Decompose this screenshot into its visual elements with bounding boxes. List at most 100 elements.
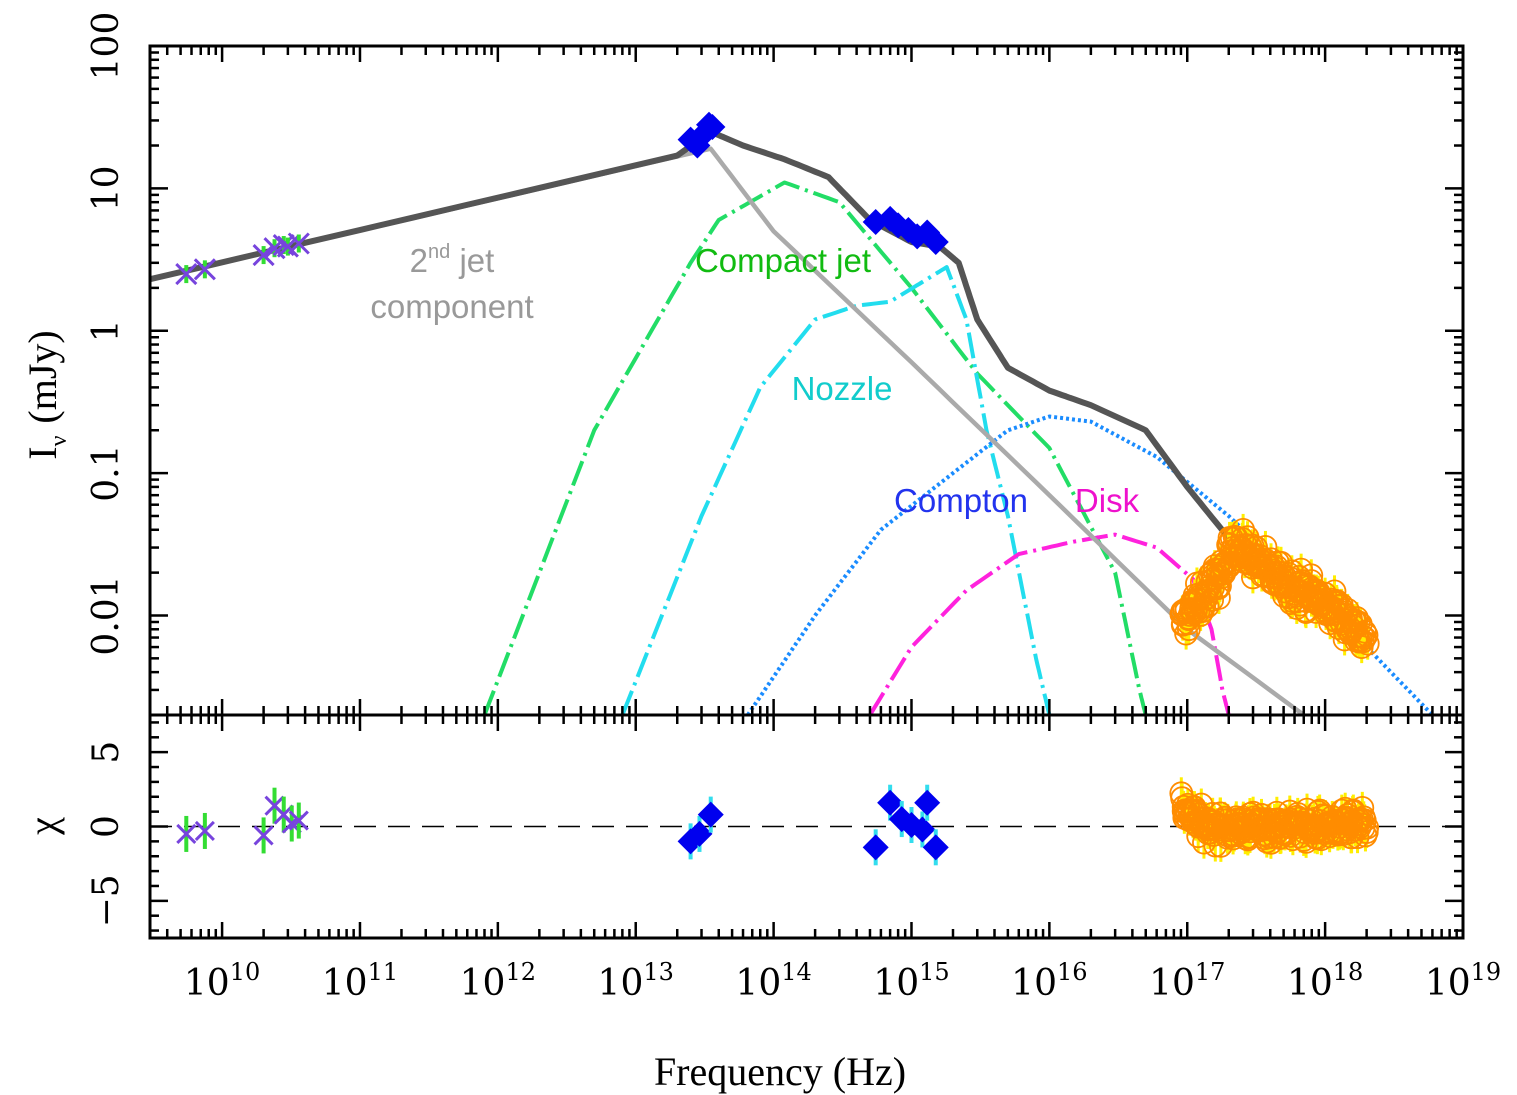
annotation-second-jet: 2nd jet: [410, 241, 495, 279]
chi-label: χ: [20, 817, 65, 836]
radio-data-point: [175, 263, 198, 286]
y-top-tick-label-group: 0.01: [86, 575, 127, 655]
y-top-tick-label: 0.01: [86, 575, 127, 655]
model-curve-compact-jet: [482, 180, 1148, 715]
radio-data-point: [287, 232, 310, 255]
y-top-tick-label-group: 100: [86, 12, 127, 81]
x-tick-label: 1011: [322, 958, 398, 1004]
optical-residual-point: [922, 834, 949, 861]
bottom-panel-plot-area: [150, 777, 1463, 866]
xray-residual-point: [1354, 820, 1379, 844]
annotation-nozzle: Nozzle: [792, 370, 893, 407]
x-tick-exponent: 17: [1195, 958, 1226, 986]
x-tick-label: 1016: [1011, 958, 1087, 1004]
model-curve-compton: [746, 414, 1434, 715]
x-tick-base: 10: [184, 963, 230, 1004]
y-axis-title-top: Iν (mJy): [20, 330, 72, 460]
optical-residual-point: [686, 820, 713, 847]
radio-residual-point: [194, 820, 215, 842]
xray-residual-group: [1169, 777, 1380, 862]
x-tick-exponent: 12: [505, 958, 536, 986]
x-tick-base: 10: [735, 963, 781, 1004]
y-label-top-unit: (mJy): [20, 330, 65, 423]
y-label-top-symbol: I: [20, 446, 65, 459]
optical-residual-point: [862, 834, 889, 861]
xray-data-point: [1206, 576, 1231, 601]
annotation-text: 2: [410, 242, 428, 279]
x-tick-label: 1010: [184, 958, 260, 1004]
radio-residual-point: [176, 823, 197, 844]
radio-data-point: [193, 258, 216, 281]
x-tick-base: 10: [1011, 963, 1057, 1004]
radio-residual-point: [288, 810, 309, 831]
model-curve-nozzle: [620, 265, 1052, 715]
optical-residual-point: [909, 816, 936, 843]
annotation-compton: Compton: [894, 482, 1028, 519]
model-curve-disk: [868, 532, 1231, 715]
x-tick-exponent: 10: [230, 958, 261, 986]
xray-residual-point: [1350, 795, 1375, 820]
annotation-compact: Compact jet: [695, 242, 871, 279]
x-tick-base: 10: [322, 963, 368, 1004]
y-bottom-tick-label-group: 5: [86, 741, 127, 764]
curve-annotations: 2nd jet component Compact jet Nozzle Compton…: [370, 241, 1139, 519]
y-top-tick-label: 10: [86, 165, 127, 211]
x-tick-base: 10: [1287, 963, 1333, 1004]
axes: 1010 1011 1012 1013 1014 1015 1016 1017 1018 1019…: [86, 12, 1501, 1004]
x-tick-exponent: 11: [368, 958, 399, 986]
x-tick-label: 1019: [1425, 958, 1501, 1004]
optical-residual-point: [697, 801, 724, 828]
x-tick-exponent: 18: [1333, 958, 1364, 986]
x-tick-label: 1012: [460, 958, 536, 1004]
model-curve-2nd-jet-component: [150, 146, 1306, 715]
y-top-tick-label: 0.1: [86, 444, 127, 501]
y-bottom-tick-label-group: 0: [86, 815, 127, 838]
x-tick-label: 1017: [1149, 958, 1225, 1004]
xray-data-point: [1353, 619, 1377, 644]
annotation-rest: jet: [450, 242, 494, 279]
x-tick-exponent: 16: [1057, 958, 1088, 986]
y-top-tick-label: 100: [86, 12, 127, 81]
optical-residual-point: [877, 789, 904, 816]
xray-data-point: [1207, 586, 1231, 610]
y-top-tick-label: 1: [86, 319, 127, 342]
annotation-disk: Disk: [1075, 482, 1140, 519]
y-axis-title-bottom: χ: [20, 817, 65, 836]
x-tick-exponent: 13: [643, 958, 674, 986]
xray-data-group: [1169, 513, 1380, 664]
x-tick-exponent: 15: [919, 958, 950, 986]
y-bottom-tick-label-group: −5: [86, 874, 127, 927]
y-bottom-tick-label: 5: [86, 741, 127, 764]
uv-data-point: [922, 229, 949, 256]
radio-data-point: [252, 244, 275, 267]
xray-data-point: [1352, 626, 1377, 650]
optical-residual-point: [914, 789, 941, 816]
x-tick-base: 10: [598, 963, 644, 1004]
axis-labels: Frequency (Hz) Iν (mJy) χ: [20, 330, 906, 1094]
y-top-tick-label-group: 0.1: [86, 444, 127, 501]
x-tick-exponent: 14: [781, 958, 812, 986]
x-tick-base: 10: [460, 963, 506, 1004]
x-tick-label: 1013: [598, 958, 674, 1004]
y-top-tick-label-group: 10: [86, 165, 127, 211]
x-axis-title: Frequency (Hz): [654, 1049, 906, 1094]
x-tick-base: 10: [1425, 963, 1471, 1004]
y-label-top-sub: ν: [46, 435, 72, 446]
annotation-sup: nd: [428, 241, 450, 263]
x-tick-label: 1014: [735, 958, 811, 1004]
annotation-second-jet-line2: component: [370, 288, 533, 325]
xray-data-point: [1351, 629, 1375, 654]
y-bottom-tick-label: 0: [86, 815, 127, 838]
svg-text:Iν(mJy): Iν (mJy): [20, 330, 72, 460]
ir-data-point: [699, 113, 726, 140]
y-top-tick-label-group: 1: [86, 319, 127, 342]
x-tick-exponent: 19: [1471, 958, 1502, 986]
x-tick-base: 10: [873, 963, 919, 1004]
y-bottom-tick-label: −5: [86, 874, 127, 927]
x-tick-label: 1018: [1287, 958, 1363, 1004]
xray-data-point: [1355, 631, 1380, 656]
xray-data-point: [1354, 623, 1379, 647]
top-panel-plot-area: [150, 111, 1434, 715]
x-tick-label: 1015: [873, 958, 949, 1004]
